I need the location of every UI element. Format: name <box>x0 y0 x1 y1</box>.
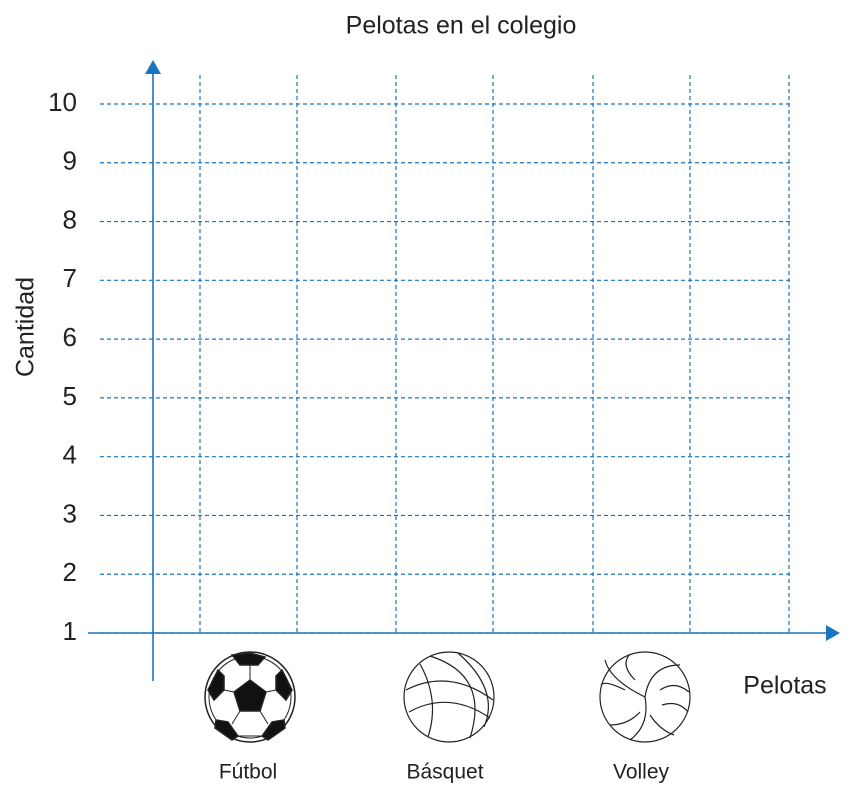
axes <box>88 60 840 681</box>
y-tick-label: 4 <box>63 440 77 470</box>
y-tick-label: 2 <box>63 557 77 587</box>
y-axis-label: Cantidad <box>12 277 40 377</box>
soccer-ball <box>204 651 296 743</box>
x-tick-label: Básquet <box>406 761 483 784</box>
basketball <box>403 651 495 743</box>
y-tick-label: 9 <box>63 146 77 176</box>
y-tick-label: 1 <box>63 616 77 646</box>
y-tick-label: 6 <box>63 322 77 352</box>
chart-title: Pelotas en el colegio <box>346 12 577 40</box>
x-tick-label: Volley <box>613 761 670 784</box>
volleyball <box>599 651 691 743</box>
x-axis-label: Pelotas <box>743 672 826 700</box>
y-tick-label: 10 <box>48 87 77 117</box>
y-tick-label: 8 <box>63 204 77 234</box>
vertical-grid <box>199 75 790 633</box>
x-tick-label: Fútbol <box>219 761 277 784</box>
y-tick-label: 7 <box>63 263 77 293</box>
y-tick-label: 3 <box>63 498 77 528</box>
y-tick-label: 5 <box>63 381 77 411</box>
